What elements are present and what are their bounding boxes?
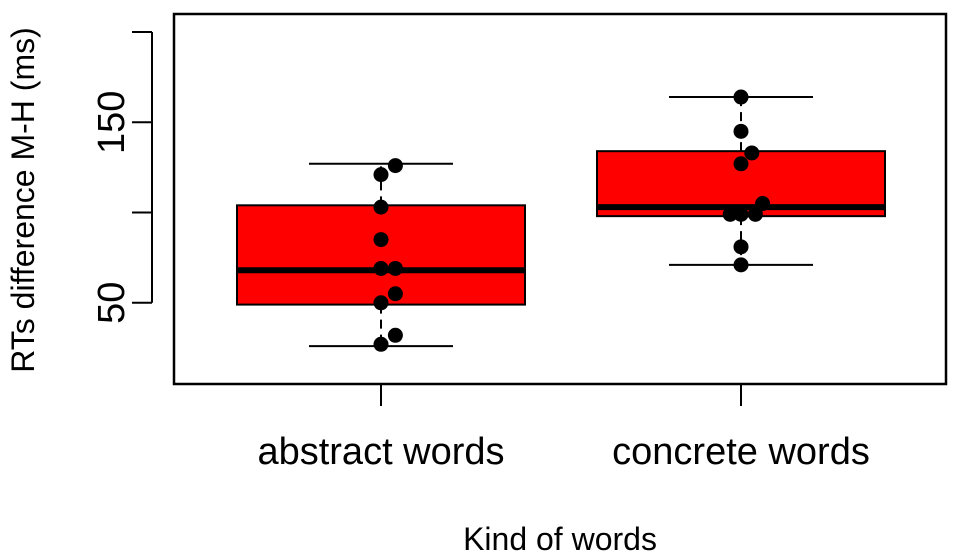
data-point bbox=[733, 206, 749, 222]
box-2 bbox=[596, 89, 886, 273]
y-axis-title: RTs difference M-H (ms) bbox=[5, 27, 41, 373]
x-tick-label: concrete words bbox=[612, 431, 870, 473]
iqr-box bbox=[236, 204, 526, 306]
data-point bbox=[733, 239, 749, 255]
y-tick-label: 150 bbox=[91, 91, 133, 154]
data-point bbox=[733, 89, 749, 105]
data-point bbox=[733, 123, 749, 139]
data-point bbox=[373, 260, 389, 276]
data-point bbox=[733, 257, 749, 273]
y-axis: 50 150 bbox=[91, 31, 153, 324]
data-point bbox=[373, 167, 389, 183]
x-axis-title: Kind of words bbox=[463, 521, 657, 557]
data-point bbox=[387, 158, 403, 174]
data-point bbox=[387, 286, 403, 302]
plot-frame bbox=[172, 12, 948, 386]
data-point bbox=[387, 260, 403, 276]
x-tick-label: abstract words bbox=[257, 431, 504, 473]
data-point bbox=[747, 206, 763, 222]
data-point bbox=[373, 232, 389, 248]
box-1 bbox=[236, 158, 526, 352]
data-point bbox=[373, 199, 389, 215]
y-tick-label: 50 bbox=[91, 282, 133, 324]
data-point bbox=[755, 196, 771, 212]
x-axis: abstract words concrete words bbox=[257, 384, 870, 473]
data-point bbox=[373, 295, 389, 311]
data-point bbox=[387, 327, 403, 343]
plot-layer bbox=[236, 89, 886, 352]
data-point bbox=[373, 336, 389, 352]
data-point bbox=[722, 206, 738, 222]
data-point bbox=[744, 145, 760, 161]
data-point bbox=[733, 156, 749, 172]
